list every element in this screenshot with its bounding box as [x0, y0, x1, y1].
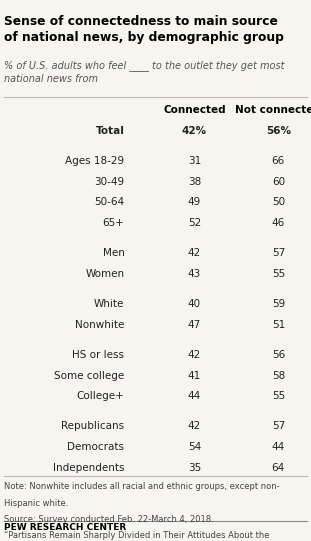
Text: 56: 56 — [272, 350, 285, 360]
Text: College+: College+ — [77, 391, 124, 401]
Text: 50-64: 50-64 — [94, 197, 124, 207]
Text: 40: 40 — [188, 299, 201, 309]
Text: 43: 43 — [188, 269, 201, 279]
Text: Some college: Some college — [54, 371, 124, 380]
Text: Men: Men — [103, 248, 124, 258]
Text: Source: Survey conducted Feb. 22-March 4, 2018.: Source: Survey conducted Feb. 22-March 4… — [4, 515, 214, 524]
Text: 42%: 42% — [182, 126, 207, 136]
Text: 65+: 65+ — [103, 218, 124, 228]
Text: 59: 59 — [272, 299, 285, 309]
Text: 42: 42 — [188, 350, 201, 360]
Text: 44: 44 — [272, 442, 285, 452]
Text: 57: 57 — [272, 421, 285, 431]
Text: Total: Total — [95, 126, 124, 136]
Text: 30-49: 30-49 — [94, 177, 124, 187]
Text: 57: 57 — [272, 248, 285, 258]
Text: HS or less: HS or less — [72, 350, 124, 360]
Text: % of U.S. adults who feel ____ to the outlet they get most
national news from: % of U.S. adults who feel ____ to the ou… — [4, 61, 285, 84]
Text: 38: 38 — [188, 177, 201, 187]
Text: 52: 52 — [188, 218, 201, 228]
Text: 58: 58 — [272, 371, 285, 380]
Text: Nonwhite: Nonwhite — [75, 320, 124, 329]
Text: 41: 41 — [188, 371, 201, 380]
Text: Republicans: Republicans — [61, 421, 124, 431]
Text: “Partisans Remain Sharply Divided in Their Attitudes About the: “Partisans Remain Sharply Divided in The… — [4, 531, 270, 540]
Text: 56%: 56% — [266, 126, 291, 136]
Text: 66: 66 — [272, 156, 285, 166]
Text: White: White — [94, 299, 124, 309]
Text: 51: 51 — [272, 320, 285, 329]
Text: 55: 55 — [272, 269, 285, 279]
Text: 42: 42 — [188, 421, 201, 431]
Text: 47: 47 — [188, 320, 201, 329]
Text: 44: 44 — [188, 391, 201, 401]
Text: Connected: Connected — [163, 105, 226, 115]
Text: 31: 31 — [188, 156, 201, 166]
Text: 46: 46 — [272, 218, 285, 228]
Text: 60: 60 — [272, 177, 285, 187]
Text: Women: Women — [85, 269, 124, 279]
Text: Democrats: Democrats — [67, 442, 124, 452]
Text: 49: 49 — [188, 197, 201, 207]
Text: 42: 42 — [188, 248, 201, 258]
Text: Sense of connectedness to main source
of national news, by demographic group: Sense of connectedness to main source of… — [4, 15, 284, 44]
Text: PEW RESEARCH CENTER: PEW RESEARCH CENTER — [4, 523, 126, 532]
Text: Not connected: Not connected — [235, 105, 311, 115]
Text: Note: Nonwhite includes all racial and ethnic groups, except non-: Note: Nonwhite includes all racial and e… — [4, 483, 280, 491]
Text: Independents: Independents — [53, 463, 124, 472]
Text: 35: 35 — [188, 463, 201, 472]
Text: 50: 50 — [272, 197, 285, 207]
Text: 54: 54 — [188, 442, 201, 452]
Text: 64: 64 — [272, 463, 285, 472]
Text: 55: 55 — [272, 391, 285, 401]
Text: Hispanic white.: Hispanic white. — [4, 499, 68, 507]
Text: Ages 18-29: Ages 18-29 — [65, 156, 124, 166]
